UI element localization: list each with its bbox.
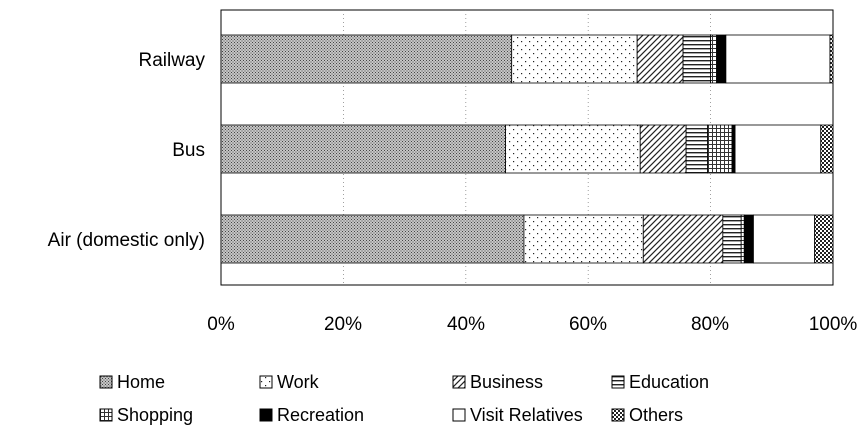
legend-label-business: Business bbox=[470, 372, 543, 392]
bar-segment-business bbox=[642, 214, 724, 264]
x-tick-label: 60% bbox=[569, 314, 607, 335]
legend-item-work: Work bbox=[259, 372, 320, 392]
category-label-bus: Bus bbox=[172, 140, 205, 161]
legend-label-recreation: Recreation bbox=[277, 405, 364, 425]
x-tick-label: 100% bbox=[809, 314, 858, 335]
bar-segment-home bbox=[220, 34, 513, 84]
bar-segment-business bbox=[639, 124, 687, 174]
legend: Home Work Business Education Shopping Re… bbox=[99, 372, 709, 425]
bar-segment-recreation bbox=[743, 214, 754, 264]
bar-segment-shopping bbox=[710, 34, 718, 84]
x-tick-label: 0% bbox=[207, 314, 235, 335]
legend-label-others: Others bbox=[629, 405, 683, 425]
bar-segment-home bbox=[220, 124, 506, 174]
bar-segment-others bbox=[820, 124, 834, 174]
legend-item-shopping: Shopping bbox=[99, 405, 193, 425]
bar-segment-recreation bbox=[731, 124, 736, 174]
bar-segment-home bbox=[220, 214, 525, 264]
bar-segment-business bbox=[636, 34, 684, 84]
legend-label-work: Work bbox=[277, 372, 320, 392]
legend-item-others: Others bbox=[611, 405, 683, 425]
bar-segment-others bbox=[814, 214, 834, 264]
bar-segment-shopping bbox=[707, 124, 733, 174]
x-tick-label: 80% bbox=[691, 314, 729, 335]
legend-label-home: Home bbox=[117, 372, 165, 392]
legend-swatch-shopping bbox=[99, 408, 113, 422]
bar-segment-recreation bbox=[716, 34, 727, 84]
legend-label-visit-relatives: Visit Relatives bbox=[470, 405, 583, 425]
bar-segment-shopping bbox=[740, 214, 745, 264]
legend-item-education: Education bbox=[611, 372, 709, 392]
bar-segment-visit-relatives bbox=[753, 214, 816, 264]
legend-item-visit-relatives: Visit Relatives bbox=[452, 405, 583, 425]
legend-swatch-education bbox=[611, 375, 625, 389]
bar-segment-visit-relatives bbox=[734, 124, 822, 174]
x-tick-label: 40% bbox=[447, 314, 485, 335]
bar-segment-work bbox=[505, 124, 641, 174]
category-label-air: Air (domestic only) bbox=[48, 230, 205, 251]
bar-segment-work bbox=[523, 214, 644, 264]
bar-segment-education bbox=[685, 124, 708, 174]
legend-swatch-recreation bbox=[259, 408, 273, 422]
legend-swatch-business bbox=[452, 375, 466, 389]
legend-item-recreation: Recreation bbox=[259, 405, 364, 425]
legend-item-business: Business bbox=[452, 372, 543, 392]
bar-segment-others bbox=[829, 34, 834, 84]
legend-swatch-home bbox=[99, 375, 113, 389]
legend-swatch-visit-relatives bbox=[452, 408, 466, 422]
legend-label-shopping: Shopping bbox=[117, 405, 193, 425]
bar-segment-visit-relatives bbox=[725, 34, 831, 84]
legend-swatch-work bbox=[259, 375, 273, 389]
bar-segment-work bbox=[511, 34, 638, 84]
bar-segments bbox=[220, 34, 834, 264]
legend-item-home: Home bbox=[99, 372, 165, 392]
legend-swatch-others bbox=[611, 408, 625, 422]
x-tick-label: 20% bbox=[324, 314, 362, 335]
bar-segment-education bbox=[682, 34, 711, 84]
legend-label-education: Education bbox=[629, 372, 709, 392]
category-label-railway: Railway bbox=[138, 50, 205, 71]
bar-segment-education bbox=[722, 214, 742, 264]
